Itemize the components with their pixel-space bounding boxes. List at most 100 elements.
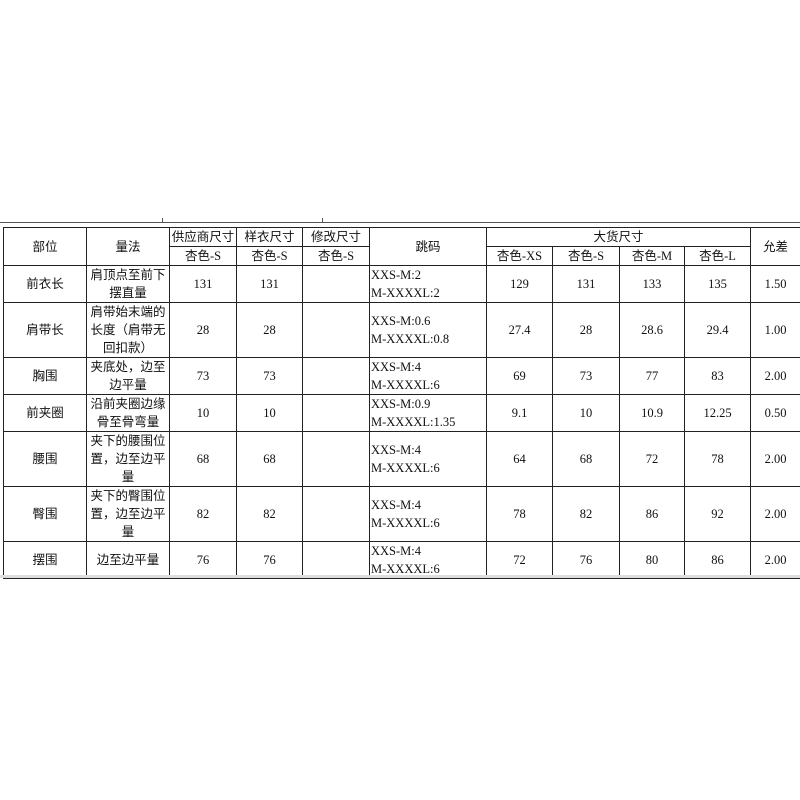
- part-cell: 臀围: [3, 486, 87, 542]
- header-modified: 修改尺寸: [302, 227, 370, 247]
- bulk-size-s: 杏色-S: [552, 246, 620, 266]
- grading-line: XXS-M:0.6: [371, 314, 431, 328]
- modified-cell: [302, 265, 370, 303]
- bulk-cell: 27.4: [486, 302, 553, 358]
- supplier-cell: 73: [169, 357, 237, 395]
- bulk-cell: 86: [683, 541, 752, 579]
- grading-cell: XXS-M:4 M-XXXXL:6: [369, 357, 487, 395]
- bulk-cell: 72: [486, 541, 553, 579]
- bulk-size-l: 杏色-L: [683, 246, 752, 266]
- tolerance-cell: 2.00: [750, 431, 800, 487]
- tolerance-cell: 1.50: [750, 265, 800, 303]
- modified-cell: [302, 541, 370, 579]
- grading-line: M-XXXXL:1.35: [371, 415, 456, 429]
- table-row: 前衣长 肩顶点至前下摆直量 131 131 XXS-M:2 M-XXXXL:2 129 131…: [3, 265, 800, 303]
- bulk-cell: 92: [683, 486, 752, 542]
- tolerance-cell: 2.00: [750, 357, 800, 395]
- method-cell: 肩顶点至前下摆直量: [86, 265, 170, 303]
- supplier-size: 杏色-S: [169, 246, 237, 266]
- part-cell: 胸围: [3, 357, 87, 395]
- tolerance-cell: 1.00: [750, 302, 800, 358]
- bulk-cell: 133: [619, 265, 685, 303]
- bulk-size-xs: 杏色-XS: [486, 246, 553, 266]
- modified-cell: [302, 302, 370, 358]
- grading-cell: XXS-M:4 M-XXXXL:6: [369, 541, 487, 579]
- table-row: 肩带长 肩带始末端的长度（肩带无回扣款） 28 28 XXS-M:0.6 M-XXXXL:…: [3, 302, 800, 358]
- bottom-band: [0, 575, 800, 578]
- bulk-cell: 28: [552, 302, 620, 358]
- header-grading: 跳码: [369, 227, 487, 266]
- bulk-cell: 129: [486, 265, 553, 303]
- rule-tick: [162, 218, 163, 223]
- sample-cell: 82: [236, 486, 303, 542]
- method-cell: 肩带始末端的长度（肩带无回扣款）: [86, 302, 170, 358]
- bulk-cell: 78: [486, 486, 553, 542]
- header-row: 部位 量法 供应商尺寸 样衣尺寸 修改尺寸 跳码 大货尺寸 允差: [3, 227, 800, 266]
- bulk-cell: 82: [552, 486, 620, 542]
- part-cell: 前衣长: [3, 265, 87, 303]
- tolerance-cell: 2.00: [750, 541, 800, 579]
- method-cell: 夹底处，边至边平量: [86, 357, 170, 395]
- rule-tick: [322, 218, 323, 223]
- grading-line: M-XXXXL:6: [371, 461, 440, 475]
- sample-cell: 73: [236, 357, 303, 395]
- bulk-cell: 64: [486, 431, 553, 487]
- header-part: 部位: [3, 227, 87, 266]
- header-supplier: 供应商尺寸: [169, 227, 237, 247]
- supplier-cell: 28: [169, 302, 237, 358]
- grading-line: M-XXXXL:2: [371, 286, 440, 300]
- grading-line: XXS-M:0.9: [371, 397, 431, 411]
- grading-line: XXS-M:4: [371, 498, 422, 512]
- part-cell: 前夹圈: [3, 394, 87, 432]
- supplier-cell: 131: [169, 265, 237, 303]
- method-cell: 沿前夹圈边缘骨至骨弯量: [86, 394, 170, 432]
- bulk-cell: 135: [683, 265, 752, 303]
- grading-cell: XXS-M:0.9 M-XXXXL:1.35: [369, 394, 487, 432]
- sample-cell: 68: [236, 431, 303, 487]
- bulk-cell: 73: [552, 357, 620, 395]
- grading-line: XXS-M:4: [371, 360, 422, 374]
- modified-size: 杏色-S: [302, 246, 370, 266]
- method-cell: 夹下的臀围位置，边至边平量: [86, 486, 170, 542]
- table-row: 摆围 边至边平量 76 76 XXS-M:4 M-XXXXL:6 72 76 80 86 2.00: [3, 541, 800, 579]
- supplier-cell: 76: [169, 541, 237, 579]
- part-cell: 肩带长: [3, 302, 87, 358]
- modified-cell: [302, 486, 370, 542]
- part-cell: 摆围: [3, 541, 87, 579]
- table-row: 腰围 夹下的腰围位置，边至边平量 68 68 XXS-M:4 M-XXXXL:6 64 68 7…: [3, 431, 800, 487]
- supplier-cell: 10: [169, 394, 237, 432]
- sample-cell: 76: [236, 541, 303, 579]
- header-sample: 样衣尺寸: [236, 227, 303, 247]
- bulk-cell: 29.4: [683, 302, 752, 358]
- bulk-cell: 80: [619, 541, 685, 579]
- bulk-cell: 86: [619, 486, 685, 542]
- modified-cell: [302, 394, 370, 432]
- bulk-cell: 10: [552, 394, 620, 432]
- grading-cell: XXS-M:0.6 M-XXXXL:0.8: [369, 302, 487, 358]
- bulk-size-m: 杏色-M: [619, 246, 685, 266]
- header-tolerance: 允差: [750, 227, 800, 266]
- part-cell: 腰围: [3, 431, 87, 487]
- bulk-cell: 69: [486, 357, 553, 395]
- supplier-cell: 82: [169, 486, 237, 542]
- sample-cell: 28: [236, 302, 303, 358]
- bulk-cell: 28.6: [619, 302, 685, 358]
- grading-line: XXS-M:4: [371, 544, 422, 558]
- grading-line: M-XXXXL:0.8: [371, 332, 450, 346]
- supplier-cell: 68: [169, 431, 237, 487]
- tolerance-cell: 2.00: [750, 486, 800, 542]
- bulk-cell: 131: [552, 265, 620, 303]
- grading-line: XXS-M:2: [371, 268, 422, 282]
- sample-size: 杏色-S: [236, 246, 303, 266]
- modified-cell: [302, 357, 370, 395]
- grading-line: M-XXXXL:6: [371, 516, 440, 530]
- tolerance-cell: 0.50: [750, 394, 800, 432]
- modified-cell: [302, 431, 370, 487]
- method-cell: 边至边平量: [86, 541, 170, 579]
- bulk-cell: 72: [619, 431, 685, 487]
- bulk-cell: 77: [619, 357, 685, 395]
- bulk-cell: 10.9: [619, 394, 685, 432]
- sample-cell: 10: [236, 394, 303, 432]
- subheader-row: 杏色-S 杏色-S 杏色-S 杏色-XS 杏色-S 杏色-M 杏色-L: [4, 246, 800, 266]
- bulk-cell: 68: [552, 431, 620, 487]
